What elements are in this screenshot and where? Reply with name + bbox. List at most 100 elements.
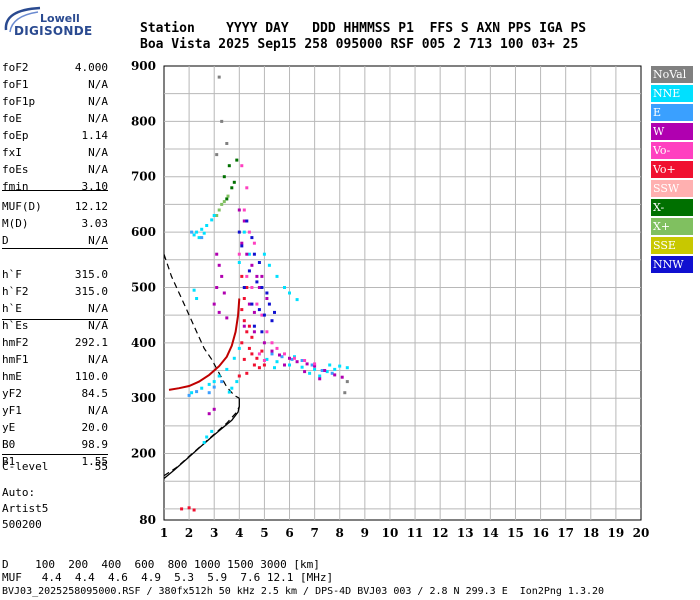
param-row: B1 1.55 [2, 455, 108, 472]
x-tick-label: 16 [532, 526, 549, 540]
param-key: foF2 [2, 61, 29, 74]
echo-point [252, 324, 256, 328]
echo-point [212, 380, 216, 384]
virtual-height-trace [168, 298, 241, 391]
param-value: 3.10 [81, 180, 109, 193]
echo-point [252, 363, 256, 367]
echo-point [192, 508, 196, 512]
echo-point [190, 230, 194, 234]
echo-point [187, 393, 191, 397]
echo-point [295, 360, 299, 364]
echo-point [283, 363, 286, 367]
param-row: fxI N/A [2, 146, 108, 163]
y-tick-label: 500 [131, 280, 156, 294]
echo-point [220, 380, 224, 384]
echo-point [247, 302, 251, 306]
legend-item: Vo+ [651, 161, 693, 178]
echo-point [252, 310, 256, 314]
legend-item: X- [651, 199, 693, 216]
echo-point [245, 186, 249, 190]
echo-point [245, 219, 249, 223]
echo-point [205, 435, 209, 439]
echo-point [237, 208, 241, 212]
echo-point [293, 356, 296, 360]
param-value: N/A [88, 353, 108, 366]
echo-point [187, 506, 191, 510]
x-tick-label: 10 [382, 526, 399, 540]
legend-item: SSW [651, 180, 693, 197]
y-tick-label: 700 [131, 170, 156, 184]
param-value: 4.000 [74, 61, 108, 74]
echo-point [222, 291, 226, 295]
echo-point [257, 308, 261, 312]
echo-point [343, 391, 347, 395]
echo-point [262, 252, 266, 256]
autoscaling-info: 500200 [2, 518, 42, 531]
param-value: N/A [88, 319, 108, 332]
profile-dashed-lower [163, 406, 240, 477]
echo-point [207, 412, 211, 416]
param-key: D [2, 234, 9, 247]
echo-point [242, 230, 246, 234]
echo-point [220, 119, 224, 123]
profile-traces [163, 254, 241, 480]
header-line2: Boa Vista 2025 Sep15 258 095000 RSF 005 … [140, 37, 579, 52]
echo-point [242, 219, 246, 223]
param-row: h`F 315.0 [2, 268, 108, 285]
echo-point [225, 316, 229, 320]
param-row: D N/A [2, 234, 108, 251]
echo-point [265, 357, 269, 361]
echo-point [217, 310, 221, 314]
echo-point [323, 369, 327, 372]
echo-point [207, 391, 211, 395]
x-tick-label: 8 [336, 526, 344, 540]
echo-point [300, 359, 304, 362]
x-tick-label: 14 [482, 526, 499, 540]
param-key: fxI [2, 146, 22, 159]
echo-point [230, 186, 234, 190]
legend-item: NoVal [651, 66, 693, 83]
echo-point [202, 441, 206, 444]
x-tick-label: 7 [310, 526, 318, 540]
param-row: yF1 N/A [2, 404, 108, 421]
param-value: 20.0 [81, 421, 109, 434]
param-value: N/A [88, 234, 108, 247]
echo-point [237, 261, 241, 264]
echo-point [240, 341, 244, 345]
echo-point [262, 341, 266, 345]
echo-point [303, 359, 307, 362]
echo-point [270, 341, 274, 345]
echo-point [252, 252, 256, 256]
echo-point [305, 362, 309, 366]
legend-item: SSE [651, 237, 693, 254]
x-tick-label: 13 [457, 526, 474, 540]
echo-point [260, 286, 264, 289]
echo-point [313, 362, 317, 366]
echo-points [180, 75, 349, 512]
autoscaling-info: Artist5 [2, 502, 49, 515]
echo-point [265, 291, 269, 295]
echo-point [330, 371, 334, 375]
x-tick-label: 11 [407, 526, 424, 540]
echo-point [237, 346, 241, 350]
echo-point [255, 302, 259, 306]
footer-distance-row: D 100 200 400 600 800 1000 1500 3000 [km… [2, 558, 320, 571]
echo-point [242, 319, 246, 323]
echo-point [260, 313, 264, 317]
param-value: N/A [88, 404, 108, 417]
param-row: B0 98.9 [2, 438, 108, 455]
echo-point [245, 286, 249, 289]
echo-point [303, 370, 307, 374]
echo-point [192, 233, 196, 237]
echo-point [240, 274, 244, 278]
param-row: h`E N/A [2, 302, 108, 319]
param-key: h`F2 [2, 285, 29, 298]
param-row: M(D) 3.03 [2, 217, 108, 234]
param-key: yF1 [2, 404, 22, 417]
x-tick-label: 18 [582, 526, 599, 540]
param-value: 3.03 [81, 217, 109, 230]
echo-point [313, 367, 317, 371]
echo-point [180, 507, 184, 511]
x-tick-label: 15 [507, 526, 524, 540]
param-separator [2, 248, 108, 249]
